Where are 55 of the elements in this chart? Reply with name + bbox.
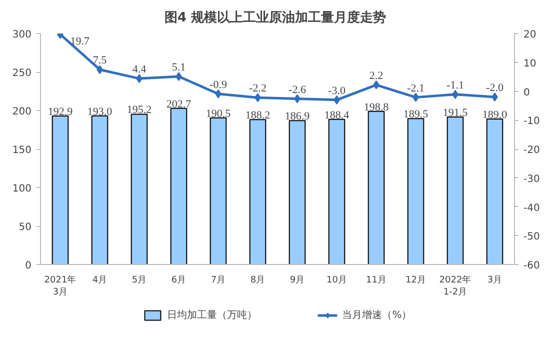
data-label: -0.9 [210,78,228,91]
data-label: 202.7 [166,98,192,110]
x-tick-label: 11月 [366,276,386,286]
data-label: -1.1 [446,79,464,92]
legend-label: 当月增速（%） [342,308,412,322]
data-label: 189.5 [403,108,429,121]
x-tick-label: 2022年 1-2月 [439,274,472,298]
y-tick-label: 200 [12,106,32,118]
data-label: 19.7 [70,35,90,48]
data-label: 189.0 [482,108,508,121]
data-label: -2.0 [486,82,504,94]
x-tick-label: 10月 [326,276,347,286]
x-tick-label: 8月 [250,276,266,286]
y2-tick-label: -30 [524,174,540,185]
x-tick-label: 9月 [290,276,305,286]
y-tick-label: 300 [12,30,32,40]
y-tick-label: 100 [12,184,32,194]
y2-tick-label: 20 [524,30,536,40]
x-tick-label: 2021年 3月 [44,274,76,298]
data-label: -2.1 [407,82,424,94]
data-label: 4.4 [132,64,147,76]
data-label: 192.9 [48,106,74,118]
x-tick-label: 7月 [210,276,226,286]
x-tick-label: 12月 [406,276,426,286]
y-tick-label: 50 [18,222,32,233]
y2-tick-label: -50 [524,232,540,243]
y-tick-label: 0 [25,260,32,272]
data-label: 198.8 [364,101,390,114]
data-label: -3.0 [328,84,346,97]
data-label: 2.2 [369,70,384,82]
data-label: -2.2 [249,82,266,95]
x-tick-label: 5月 [132,276,147,286]
chart-title: 图4 规模以上工业原油加工量月度走势 [164,10,386,26]
y-tick-label: 250 [12,68,32,79]
y2-tick-label: -40 [524,202,540,214]
legend-label: 日均加工量（万吨） [167,308,258,322]
data-label: 7.5 [92,54,108,67]
data-label: 190.5 [206,108,232,120]
data-label: 188.4 [324,109,350,122]
x-tick-label: 3月 [487,276,502,286]
x-tick-label: 4月 [92,276,108,286]
data-label: 191.5 [442,107,468,120]
y-tick-label: 150 [12,145,32,156]
y2-tick-label: -60 [524,260,540,272]
data-label: 195.2 [126,104,152,116]
x-tick-label: 6月 [171,276,186,286]
y2-tick-label: -20 [524,145,540,156]
data-label: -2.6 [288,84,306,96]
data-label: 188.2 [245,110,270,122]
y2-tick-label: -10 [524,116,540,128]
y2-tick-label: 10 [524,58,536,70]
data-label: 193.0 [87,106,113,118]
data-label: 5.1 [172,62,186,74]
y2-tick-label: 0 [524,87,530,98]
data-label: 186.9 [284,110,310,123]
